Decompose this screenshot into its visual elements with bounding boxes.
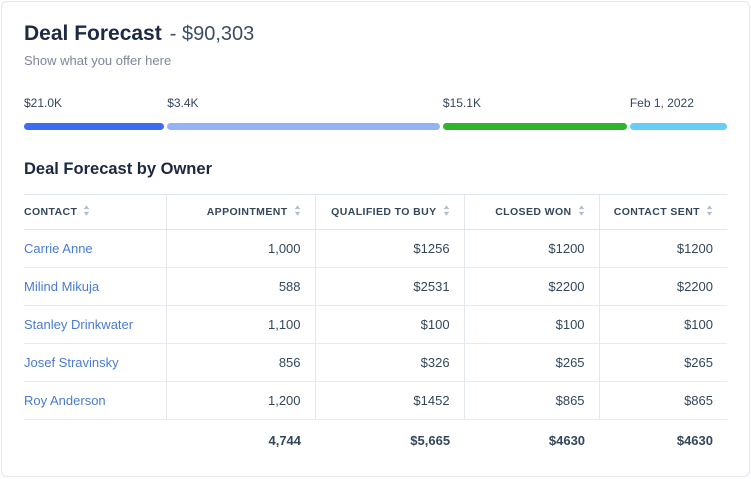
column-header-closed-won[interactable]: CLOSED WON	[463, 194, 600, 230]
cell-sent: $865	[598, 381, 727, 420]
progress-segment	[24, 123, 165, 130]
sort-icon	[443, 205, 450, 219]
total-appointment: 4,744	[268, 433, 302, 448]
column-header-label: CONTACT	[24, 206, 78, 218]
table-row: Roy Anderson 1,200 $1452 $865 $865	[24, 381, 727, 420]
column-header-label: CLOSED WON	[495, 206, 572, 218]
cell-appointment: 1,200	[165, 381, 316, 420]
table-row: Milind Mikuja 588 $2531 $2200 $2200	[24, 267, 727, 306]
column-header-contact-sent[interactable]: CONTACT SENT	[598, 194, 727, 230]
section-title: Deal Forecast by Owner	[24, 160, 212, 178]
totals-row: 4,744 $5,665 $4630 $4630	[24, 420, 727, 461]
total-closed: $4630	[548, 433, 586, 448]
progress-labels: $21.0K $3.4K $15.1K Feb 1, 2022	[24, 96, 727, 110]
sort-icon	[578, 205, 585, 219]
cell-appointment: 856	[165, 343, 316, 382]
contact-link[interactable]: Roy Anderson	[24, 393, 106, 408]
cell-contact: Roy Anderson	[24, 381, 166, 420]
column-header-label: CONTACT SENT	[613, 206, 700, 218]
cell-closed: $865	[463, 381, 600, 420]
cell-qualified: $100	[314, 305, 465, 344]
page-header: Deal Forecast - $90,303	[24, 22, 727, 46]
cell-qualified: $1452	[314, 381, 465, 420]
cell-appointment: 588	[165, 267, 316, 306]
cell-closed: $265	[463, 343, 600, 382]
table-row: Carrie Anne 1,000 $1256 $1200 $1200	[24, 229, 727, 268]
cell-qualified: $2531	[314, 267, 465, 306]
progress-label: $21.0K	[24, 96, 63, 110]
cell-sent: $100	[598, 305, 727, 344]
page-title: Deal Forecast	[24, 22, 162, 45]
progress-label: $15.1K	[442, 96, 481, 110]
cell-contact: Josef Stravinsky	[24, 343, 166, 382]
column-header-label: APPOINTMENT	[206, 206, 288, 218]
cell-closed: $1200	[463, 229, 600, 268]
cell-appointment: 1,000	[165, 229, 316, 268]
cell-qualified: $1256	[314, 229, 465, 268]
sort-icon	[706, 205, 713, 219]
cell-closed: $2200	[463, 267, 600, 306]
cell-sent: $2200	[598, 267, 727, 306]
cell-contact: Stanley Drinkwater	[24, 305, 166, 344]
sort-icon	[83, 205, 90, 219]
cell-contact: Carrie Anne	[24, 229, 166, 268]
cell-sent: $265	[598, 343, 727, 382]
contact-link[interactable]: Stanley Drinkwater	[24, 317, 134, 332]
progress-segment	[442, 123, 627, 130]
totals-spacer	[24, 420, 166, 461]
contact-link[interactable]: Carrie Anne	[24, 241, 93, 256]
column-header-label: QUALIFIED TO BUY	[331, 206, 437, 218]
progress-label: Feb 1, 2022	[629, 96, 694, 110]
table-row: Josef Stravinsky 856 $326 $265 $265	[24, 343, 727, 382]
forecast-progress: $21.0K $3.4K $15.1K Feb 1, 2022	[24, 96, 727, 130]
column-header-qualified-to-buy[interactable]: QUALIFIED TO BUY	[314, 194, 465, 230]
progress-label: $3.4K	[167, 96, 199, 110]
column-header-appointment[interactable]: APPOINTMENT	[165, 194, 316, 230]
page-subtitle: Show what you offer here	[24, 53, 172, 68]
deal-forecast-table: CONTACT APPOINTMENT QUALIFIED TO BUY CLO…	[24, 194, 727, 460]
progress-segment	[167, 123, 440, 130]
total-qualified: $5,665	[410, 433, 451, 448]
cell-appointment: 1,100	[165, 305, 316, 344]
cell-closed: $100	[463, 305, 600, 344]
column-header-contact[interactable]: CONTACT	[24, 194, 166, 230]
table-header-row: CONTACT APPOINTMENT QUALIFIED TO BUY CLO…	[24, 194, 727, 230]
contact-link[interactable]: Josef Stravinsky	[24, 355, 119, 370]
total-sent: $4630	[676, 433, 713, 448]
cell-qualified: $326	[314, 343, 465, 382]
table-row: Stanley Drinkwater 1,100 $100 $100 $100	[24, 305, 727, 344]
progress-segment	[629, 123, 727, 130]
contact-link[interactable]: Milind Mikuja	[24, 279, 100, 294]
sort-icon	[294, 205, 301, 219]
cell-sent: $1200	[598, 229, 727, 268]
cell-contact: Milind Mikuja	[24, 267, 166, 306]
progress-bar	[24, 123, 727, 130]
page-amount: - $90,303	[169, 23, 255, 45]
